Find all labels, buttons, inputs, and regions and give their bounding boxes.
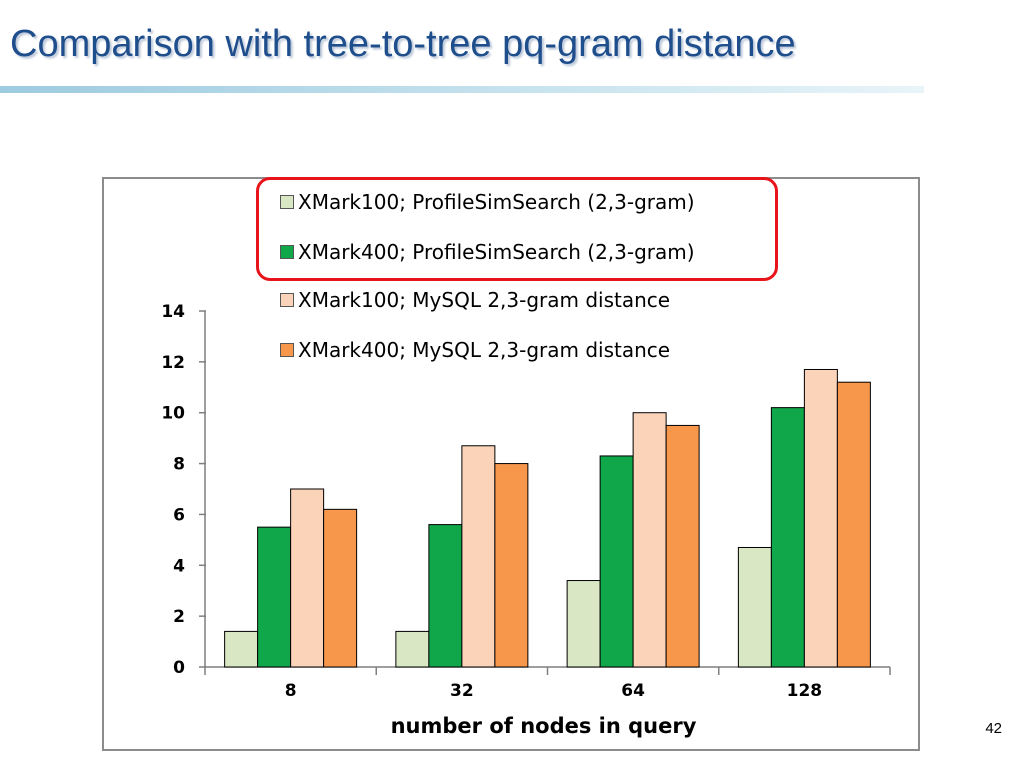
bar-series2-8 <box>257 526 292 668</box>
legend-label-1: XMark100; ProfileSimSearch (2,3-gram) <box>298 190 695 214</box>
bar-series4-128 <box>836 381 871 668</box>
legend-swatch-2 <box>280 245 294 259</box>
x-tick-label: 8 <box>285 681 297 701</box>
bar-series2-64 <box>599 455 634 668</box>
y-tick-label: 10 <box>161 404 185 424</box>
bar-chart: 0 2 4 6 8 10 12 14 8 32 64 128 number of nodes in qu… <box>102 177 920 751</box>
legend-entry-3: XMark100; MySQL 2,3-gram distance <box>280 282 670 318</box>
x-tick-label: 128 <box>787 681 823 701</box>
y-tick-label: 12 <box>161 353 185 373</box>
title-underline <box>0 86 924 93</box>
chart-canvas: 0 2 4 6 8 10 12 14 8 32 64 128 number of nodes in qu… <box>161 302 891 738</box>
y-tick-label: 0 <box>173 658 185 678</box>
legend-entry-4: XMark400; MySQL 2,3-gram distance <box>280 332 670 368</box>
x-axis-title: number of nodes in query <box>391 714 697 738</box>
x-tick-label: 64 <box>621 681 645 701</box>
bar-series3-8 <box>290 488 325 668</box>
legend-entry-1: XMark100; ProfileSimSearch (2,3-gram) <box>280 184 695 220</box>
bar-series1-8 <box>224 630 259 668</box>
bar-series2-32 <box>428 524 463 668</box>
slide-title: Comparison with tree-to-tree pq-gram dis… <box>10 23 796 65</box>
x-tick-label: 32 <box>450 681 474 701</box>
y-tick-label: 4 <box>173 556 185 576</box>
bar-series1-128 <box>737 546 772 668</box>
bar-series3-32 <box>461 445 496 668</box>
legend-label-3: XMark100; MySQL 2,3-gram distance <box>298 288 671 312</box>
legend-swatch-1 <box>280 195 294 209</box>
bar-series2-128 <box>770 407 805 668</box>
y-tick-label: 14 <box>161 302 185 322</box>
bar-series4-8 <box>323 508 358 668</box>
legend-swatch-3 <box>280 293 294 307</box>
bar-series4-64 <box>665 424 700 668</box>
legend-label-4: XMark400; MySQL 2,3-gram distance <box>298 338 671 362</box>
bar-series1-64 <box>566 580 601 668</box>
bar-series1-32 <box>395 630 430 668</box>
bar-series3-64 <box>632 412 667 668</box>
bar-series4-32 <box>494 463 529 668</box>
legend-entry-2: XMark400; ProfileSimSearch (2,3-gram) <box>280 234 695 270</box>
y-tick-label: 2 <box>173 607 185 627</box>
y-tick-label: 8 <box>173 455 185 475</box>
legend-swatch-4 <box>280 343 294 357</box>
bar-series3-128 <box>803 368 838 668</box>
y-tick-label: 6 <box>173 505 185 525</box>
legend-label-2: XMark400; ProfileSimSearch (2,3-gram) <box>298 240 695 264</box>
page-number: 42 <box>985 720 1002 737</box>
